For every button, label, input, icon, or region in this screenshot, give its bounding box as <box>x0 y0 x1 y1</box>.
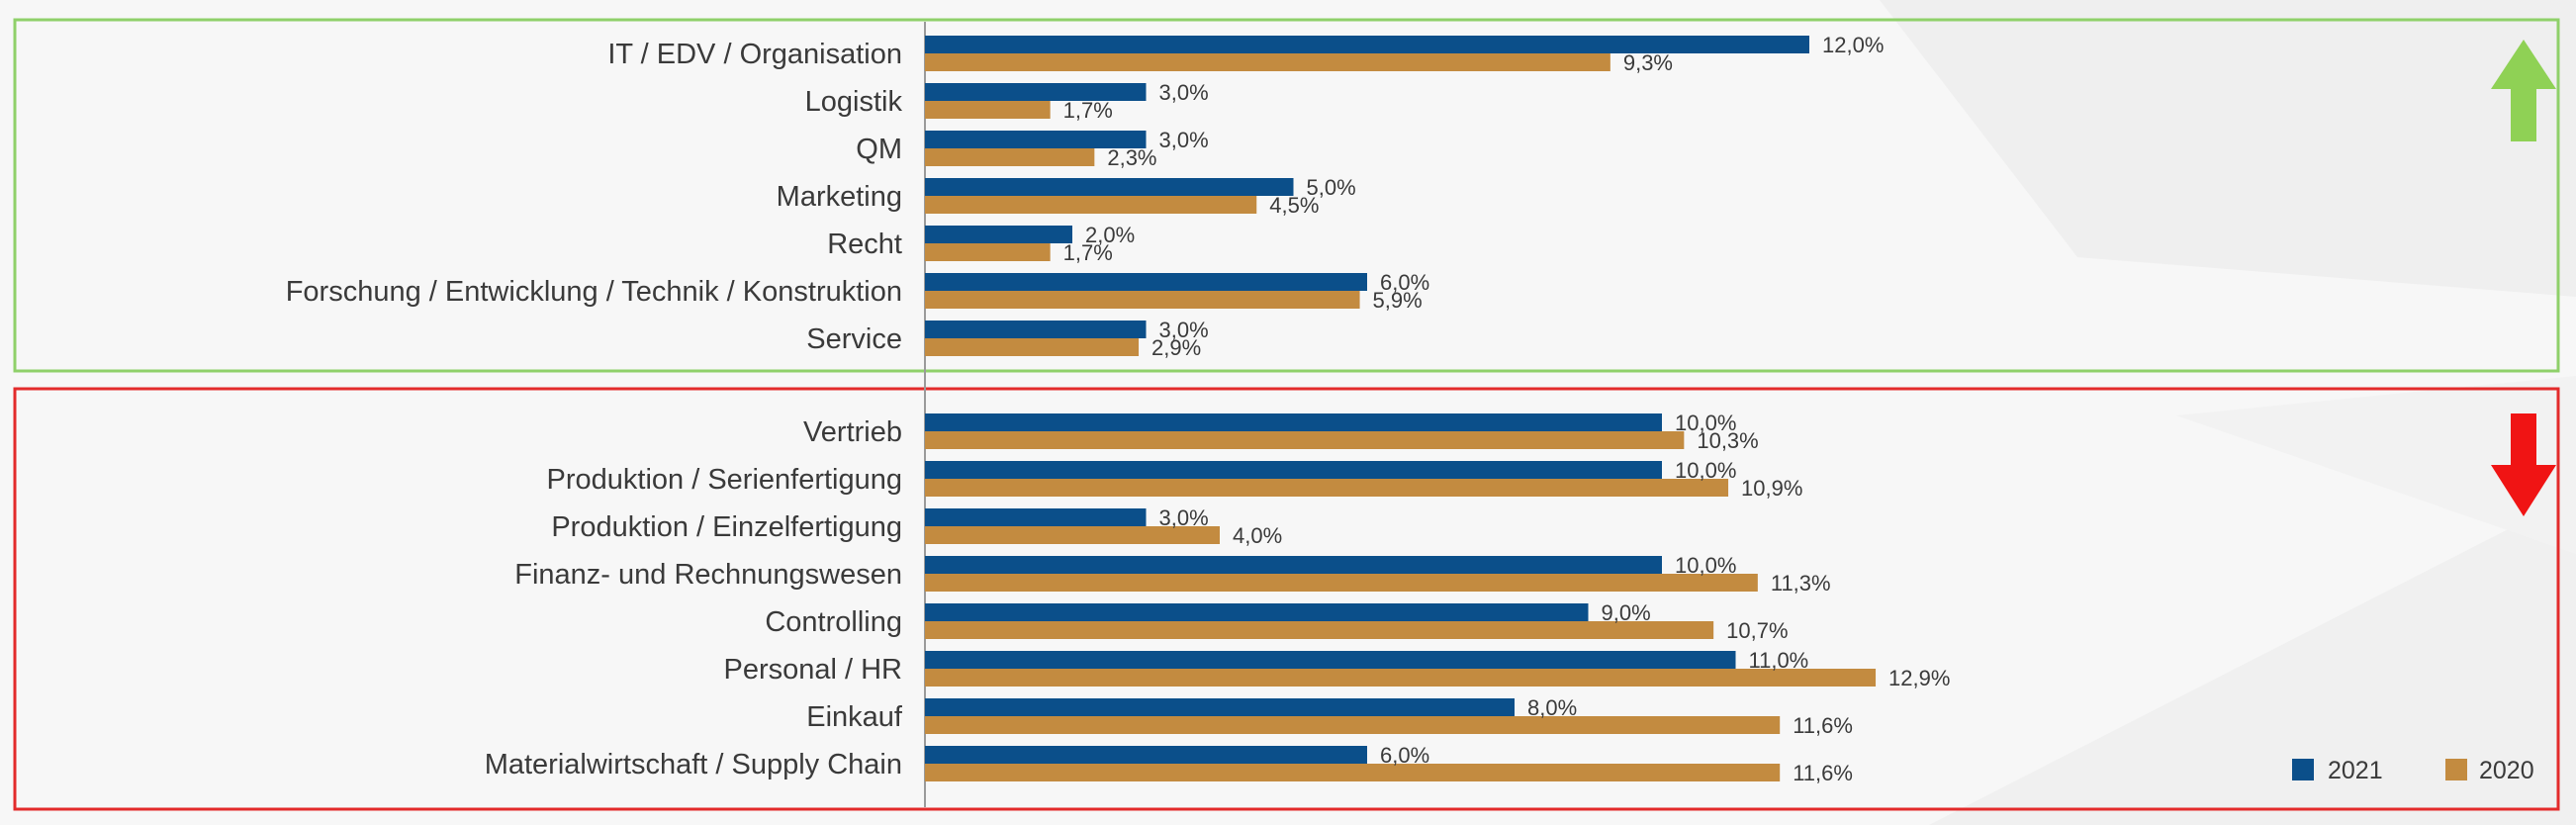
bar-2020 <box>925 196 1257 214</box>
category-label: Service <box>806 323 902 355</box>
category-label: Finanz- und Rechnungswesen <box>514 559 902 591</box>
category-label: Recht <box>827 229 902 260</box>
value-label-2021: 6,0% <box>1380 743 1429 768</box>
bottom-group-frame <box>13 387 2560 811</box>
value-label-2021: 10,0% <box>1675 411 1736 435</box>
value-label-2021: 12,0% <box>1822 33 1884 57</box>
value-label-2020: 5,9% <box>1373 288 1423 313</box>
value-label-2021: 11,0% <box>1749 648 1809 673</box>
bar-2021 <box>925 461 1662 479</box>
value-label-2021: 6,0% <box>1380 270 1429 295</box>
category-label: Logistik <box>805 86 903 118</box>
bar-2021 <box>925 83 1147 101</box>
category-label: IT / EDV / Organisation <box>607 39 902 70</box>
bar-2020 <box>925 621 1714 639</box>
value-label-2021: 9,0% <box>1602 600 1651 625</box>
legend: 2021 2020 <box>2292 757 2534 784</box>
bar-2020 <box>925 148 1095 166</box>
category-label: Controlling <box>765 606 902 638</box>
category-label: Produktion / Einzelfertigung <box>551 511 902 543</box>
bar-2020 <box>925 53 1610 71</box>
value-label-2020: 1,7% <box>1063 98 1113 123</box>
value-label-2021: 10,0% <box>1675 553 1736 578</box>
value-label-2021: 3,0% <box>1159 128 1209 152</box>
value-label-2020: 11,6% <box>1793 761 1853 785</box>
value-label-2021: 2,0% <box>1085 223 1135 247</box>
top-group-frame <box>13 18 2560 373</box>
legend-label-2020: 2020 <box>2479 757 2534 784</box>
bar-2021 <box>925 36 1809 53</box>
value-label-2020: 2,3% <box>1107 145 1156 170</box>
category-label: Einkauf <box>806 701 903 733</box>
value-label-2020: 1,7% <box>1063 240 1113 265</box>
value-label-2020: 12,9% <box>1888 666 1950 690</box>
bar-2021 <box>925 321 1147 338</box>
bar-2020 <box>925 716 1781 734</box>
category-label: Forschung / Entwicklung / Technik / Kons… <box>286 276 902 308</box>
bar-2021 <box>925 226 1072 243</box>
bar-2021 <box>925 746 1367 764</box>
value-label-2020: 9,3% <box>1623 50 1673 75</box>
value-label-2020: 10,7% <box>1726 618 1788 643</box>
category-label: QM <box>856 134 902 165</box>
value-label-2020: 4,5% <box>1269 193 1319 218</box>
bar-2021 <box>925 413 1662 431</box>
bar-2020 <box>925 764 1781 781</box>
bar-2020 <box>925 479 1729 497</box>
arrow-up-icon <box>2491 40 2556 141</box>
legend-label-2021: 2021 <box>2328 757 2383 784</box>
category-label: Personal / HR <box>723 654 902 686</box>
value-label-2021: 8,0% <box>1527 695 1577 720</box>
value-label-2020: 10,3% <box>1697 428 1758 453</box>
bar-2020 <box>925 243 1051 261</box>
bar-2021 <box>925 651 1736 669</box>
bar-2021 <box>925 698 1515 716</box>
legend-swatch-2020 <box>2445 759 2467 780</box>
bar-2020 <box>925 574 1758 592</box>
category-label: Produktion / Serienfertigung <box>547 464 903 496</box>
bar-2020 <box>925 431 1685 449</box>
bar-2021 <box>925 508 1147 526</box>
bar-2020 <box>925 101 1051 119</box>
value-label-2020: 4,0% <box>1233 523 1282 548</box>
bar-2021 <box>925 273 1367 291</box>
category-label: Vertrieb <box>803 416 902 448</box>
category-label: Marketing <box>777 181 902 213</box>
bar-2020 <box>925 669 1877 687</box>
value-label-2021: 3,0% <box>1159 505 1209 530</box>
value-label-2021: 3,0% <box>1159 80 1209 105</box>
bar-2021 <box>925 178 1294 196</box>
bar-2020 <box>925 526 1220 544</box>
value-label-2020: 11,6% <box>1793 713 1853 738</box>
arrow-down-icon <box>2491 413 2556 516</box>
value-label-2020: 11,3% <box>1771 571 1831 596</box>
category-label: Materialwirtschaft / Supply Chain <box>485 749 902 780</box>
legend-swatch-2021 <box>2292 759 2314 780</box>
bar-2020 <box>925 291 1360 309</box>
value-label-2020: 2,9% <box>1151 335 1201 360</box>
bar-2021 <box>925 556 1662 574</box>
bar-2021 <box>925 131 1147 148</box>
value-label-2021: 3,0% <box>1159 318 1209 342</box>
bar-2020 <box>925 338 1140 356</box>
bar-2021 <box>925 603 1589 621</box>
value-label-2021: 10,0% <box>1675 458 1736 483</box>
value-label-2020: 10,9% <box>1741 476 1802 501</box>
value-label-2021: 5,0% <box>1307 175 1356 200</box>
